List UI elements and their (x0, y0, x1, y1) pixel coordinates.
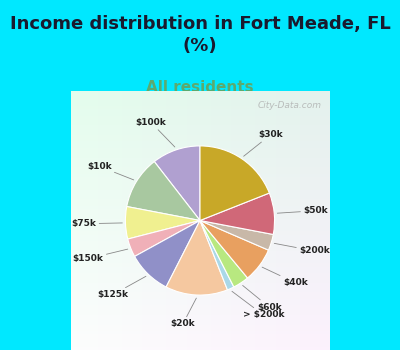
Text: City-Data.com: City-Data.com (258, 102, 322, 110)
Text: $10k: $10k (87, 162, 134, 180)
Wedge shape (166, 220, 228, 295)
Text: Income distribution in Fort Meade, FL
(%): Income distribution in Fort Meade, FL (%… (10, 15, 390, 55)
Text: $150k: $150k (73, 249, 128, 263)
Wedge shape (200, 146, 269, 220)
Text: $30k: $30k (244, 130, 283, 156)
Text: $100k: $100k (136, 118, 175, 147)
Wedge shape (200, 220, 273, 250)
Text: $75k: $75k (72, 219, 122, 228)
Text: $50k: $50k (277, 206, 328, 215)
Text: $125k: $125k (97, 276, 146, 299)
Wedge shape (135, 220, 200, 287)
Wedge shape (200, 193, 274, 234)
Wedge shape (127, 162, 200, 220)
Text: > $200k: > $200k (232, 291, 284, 320)
Wedge shape (126, 206, 200, 239)
Wedge shape (200, 220, 268, 278)
Text: $20k: $20k (170, 298, 196, 329)
Text: $200k: $200k (274, 243, 330, 255)
Text: $60k: $60k (243, 286, 282, 312)
Wedge shape (154, 146, 200, 220)
Text: All residents: All residents (146, 80, 254, 95)
Wedge shape (200, 220, 234, 290)
Text: $40k: $40k (262, 267, 308, 287)
Wedge shape (200, 220, 248, 287)
Wedge shape (128, 220, 200, 257)
